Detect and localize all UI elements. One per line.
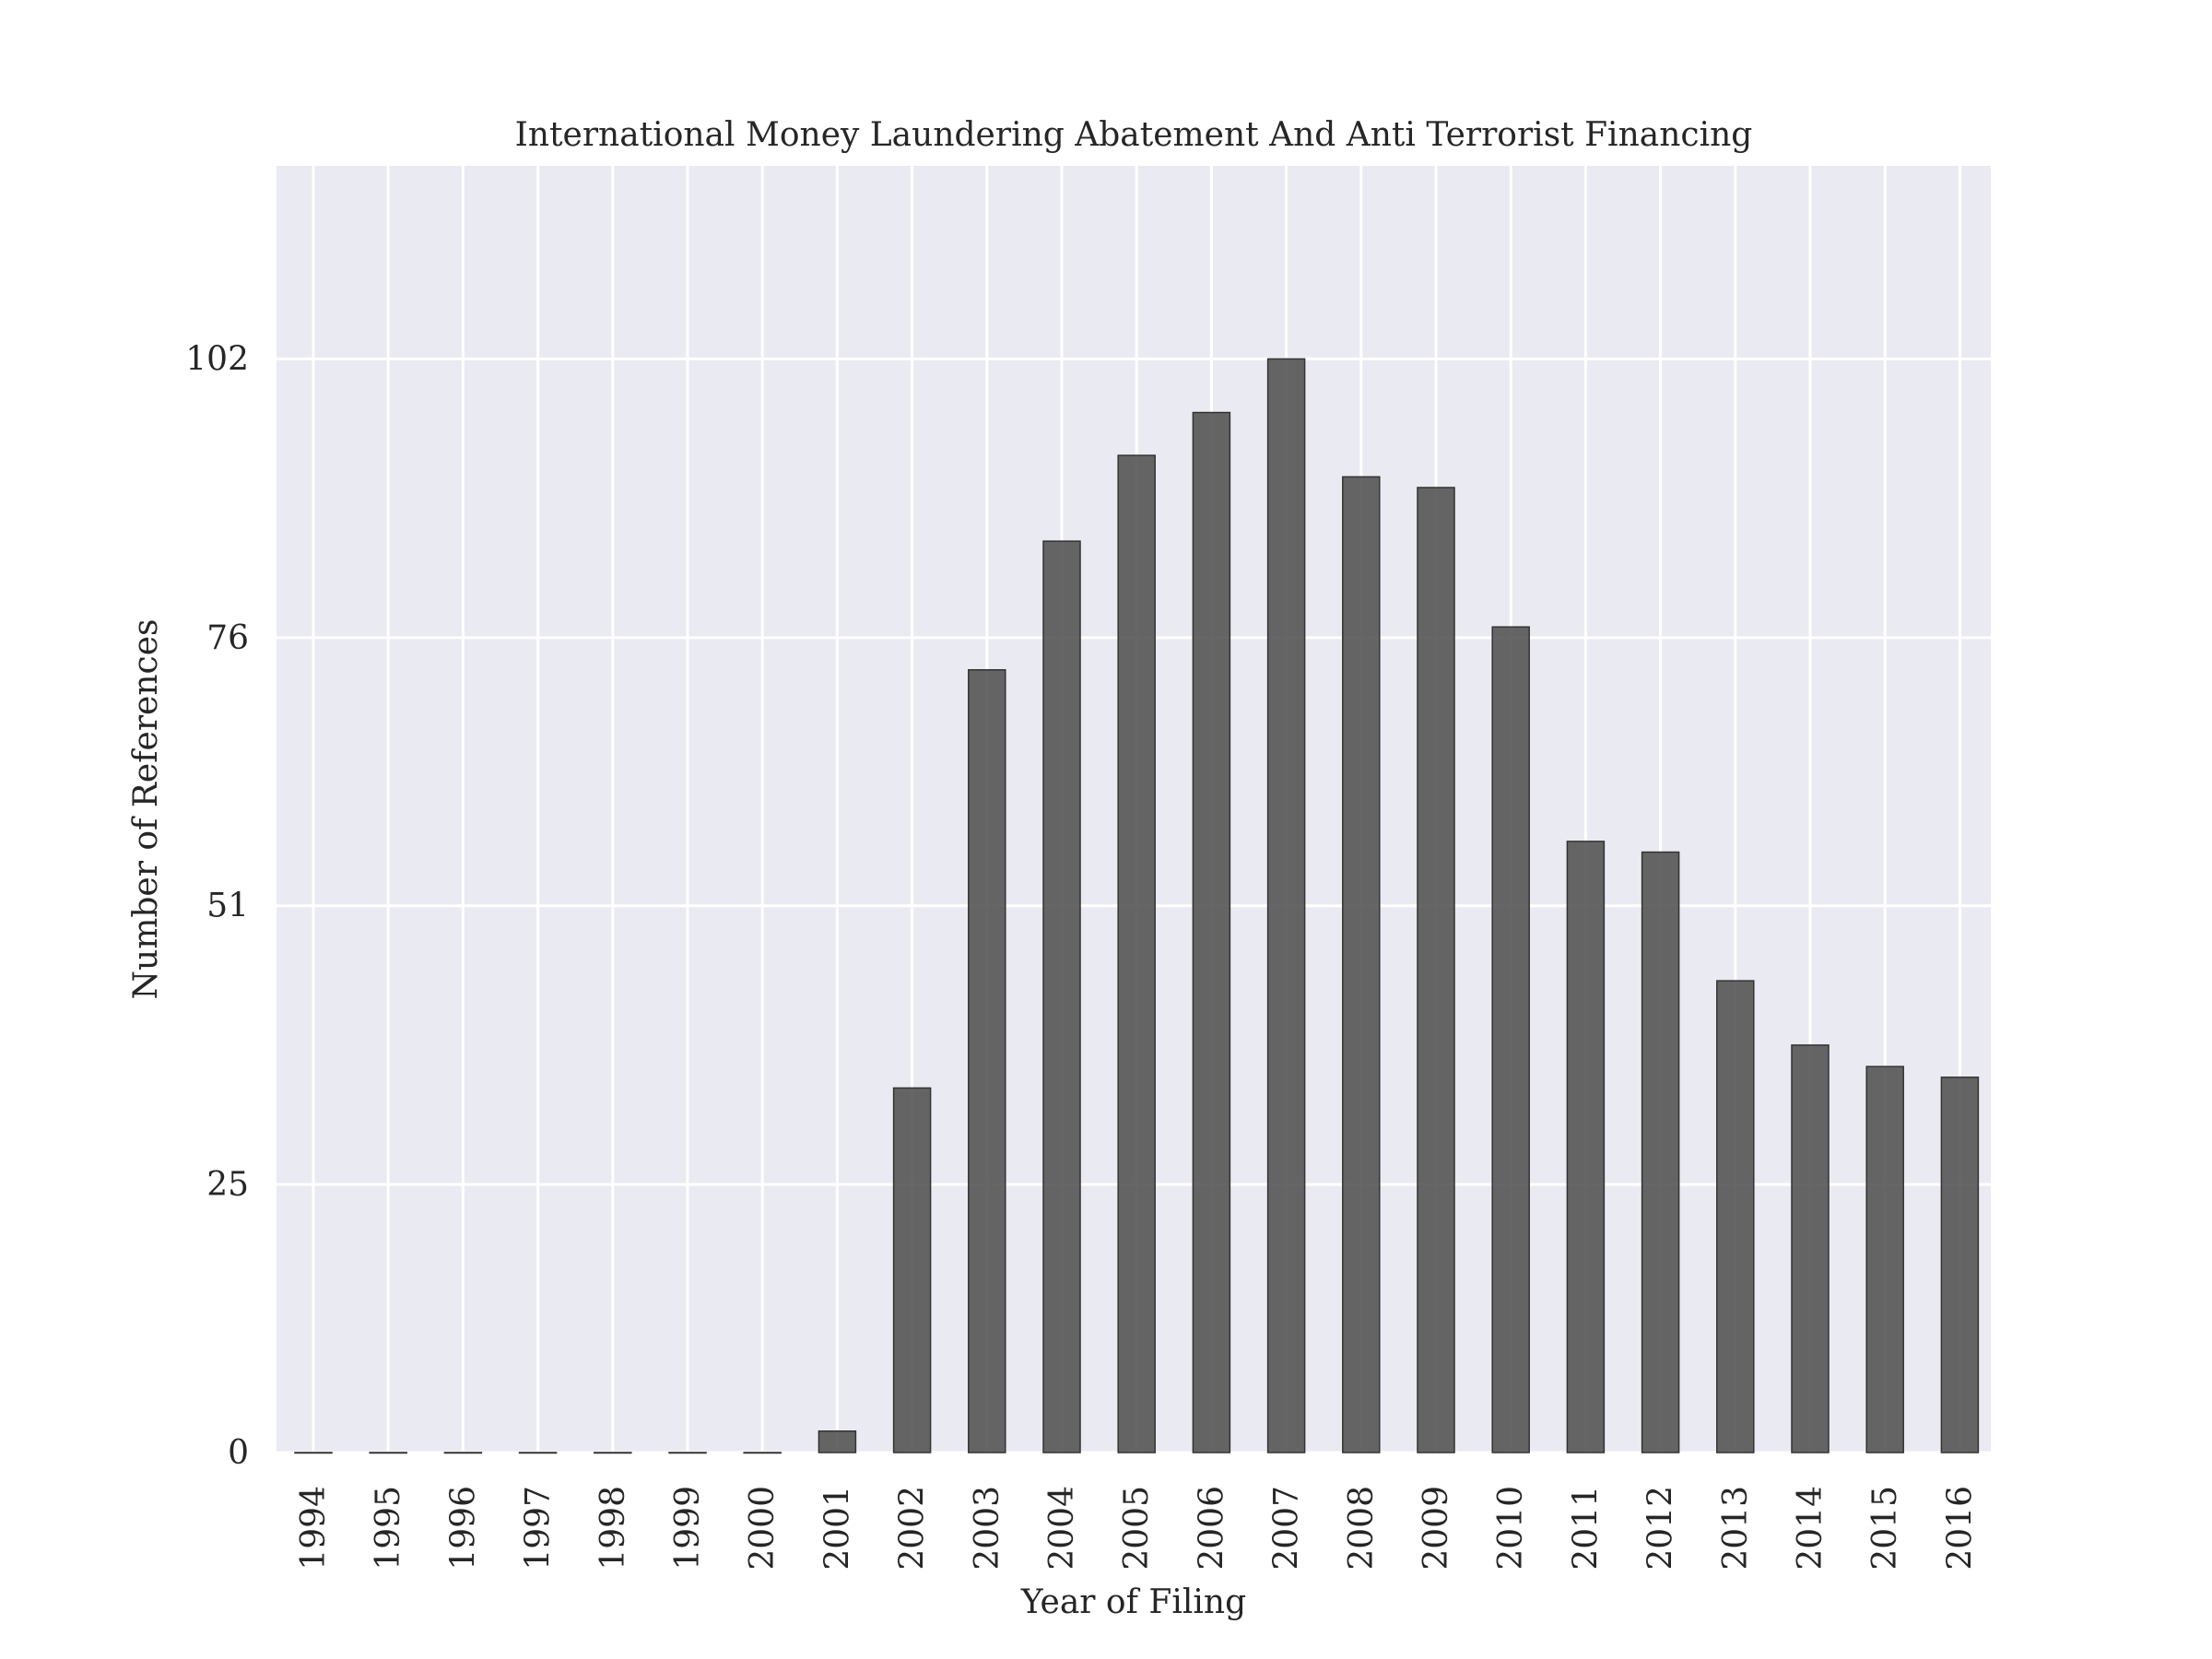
y-tick-label: 25 (206, 1166, 249, 1204)
bar-2014 (1791, 1044, 1830, 1453)
x-tick-label: 2008 (1343, 1486, 1381, 1571)
x-tick-label: 2003 (969, 1486, 1006, 1571)
x-tick-label: 1996 (444, 1486, 482, 1571)
bar-2004 (1042, 540, 1081, 1453)
y-tick-label: 102 (185, 340, 249, 378)
bar-2015 (1865, 1065, 1904, 1453)
x-tick-label: 2004 (1043, 1486, 1081, 1571)
x-tick-label: 2002 (894, 1486, 932, 1571)
x-tick-label: 2007 (1268, 1486, 1306, 1571)
bar-2010 (1491, 626, 1530, 1453)
bar-2012 (1641, 851, 1680, 1453)
bar-2006 (1192, 411, 1231, 1453)
x-tick-label: 2014 (1792, 1486, 1830, 1571)
x-tick-label: 1999 (669, 1486, 707, 1571)
x-tick-label: 2000 (744, 1486, 782, 1571)
x-tick-label: 2005 (1118, 1486, 1156, 1571)
bar-2005 (1117, 454, 1156, 1453)
x-tick-label: 2006 (1193, 1486, 1230, 1571)
bars (294, 358, 1980, 1454)
y-tick-label: 76 (206, 619, 249, 657)
bar-2001 (818, 1430, 857, 1453)
bar-2008 (1342, 476, 1381, 1453)
x-tick-label: 2015 (1866, 1486, 1904, 1571)
bar-2007 (1266, 358, 1306, 1453)
bar-2003 (968, 669, 1006, 1453)
x-tick-label: 2009 (1418, 1486, 1455, 1571)
x-tick-label: 2010 (1492, 1486, 1530, 1571)
bar-2013 (1716, 980, 1755, 1453)
x-tick-label: 2011 (1567, 1486, 1605, 1571)
x-tick-label: 1994 (295, 1486, 333, 1571)
bar-2016 (1940, 1077, 1980, 1453)
y-tick-label: 51 (206, 888, 249, 925)
bar-2002 (892, 1087, 932, 1453)
x-tick-label: 1998 (594, 1486, 632, 1571)
y-tick-label: 0 (228, 1434, 249, 1472)
x-axis-label: Year of Filing (1020, 1583, 1246, 1621)
y-axis-label: Number of References (127, 619, 165, 1000)
bar-2011 (1566, 841, 1606, 1453)
chart-title: International Money Laundering Abatement… (515, 116, 1753, 154)
bar-2009 (1417, 487, 1455, 1453)
y-tick-labels: 0 25 51 76 102 (185, 340, 249, 1472)
x-tick-label: 2012 (1642, 1486, 1680, 1571)
x-tick-label: 2013 (1717, 1486, 1755, 1571)
x-tick-label: 1997 (520, 1486, 558, 1571)
x-tick-labels: 1994 1995 1996 1997 1998 1999 2000 2001 2002 2003… (295, 1486, 1979, 1571)
x-tick-label: 2016 (1941, 1486, 1979, 1571)
x-tick-label: 2001 (818, 1486, 856, 1571)
x-tick-label: 1995 (370, 1486, 407, 1571)
